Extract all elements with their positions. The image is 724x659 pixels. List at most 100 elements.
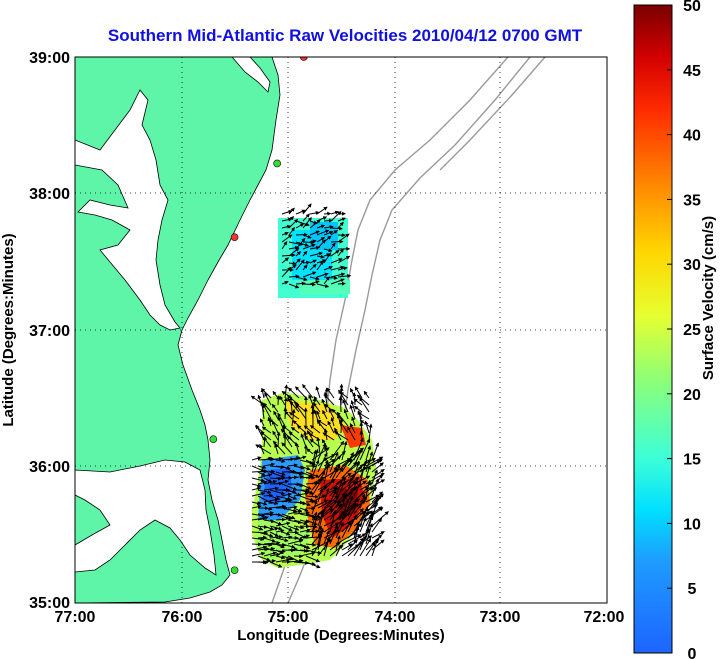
velocity-arrow — [299, 551, 316, 557]
colorbar-tick-label: 25 — [683, 322, 701, 339]
velocity-arrow — [281, 257, 290, 264]
velocity-arrow — [335, 535, 341, 551]
velocity-arrow — [281, 492, 293, 497]
velocity-arrow — [293, 491, 310, 497]
velocity-arrow — [263, 525, 275, 531]
velocity-arrow — [337, 255, 351, 264]
velocity-arrow — [330, 249, 340, 257]
velocity-arrow — [338, 395, 343, 413]
velocity-arrow — [263, 456, 273, 461]
velocity-arrow — [341, 487, 355, 503]
velocity-arrow — [281, 224, 292, 229]
velocity-arrow — [330, 210, 342, 222]
velocity-arrow — [257, 473, 273, 479]
velocity-arrow — [281, 555, 295, 561]
velocity-arrow — [326, 387, 335, 399]
velocity-arrow — [317, 452, 328, 473]
y-tick-label: 37:00 — [29, 323, 70, 340]
velocity-arrow — [330, 258, 343, 264]
velocity-arrow — [281, 266, 292, 278]
velocity-arrow — [343, 408, 349, 420]
velocity-arrow — [364, 420, 370, 434]
velocity-arrow — [371, 469, 378, 485]
x-axis: 77:00 76:00 75:00 74:00 73:00 72:00 Long… — [55, 609, 625, 644]
velocity-arrow — [338, 389, 349, 406]
velocity-arrow — [264, 392, 272, 406]
velocity-arrow — [311, 500, 318, 515]
velocity-arrow — [323, 211, 332, 216]
velocity-arrow — [263, 486, 279, 491]
velocity-arrow — [257, 465, 267, 470]
colorbar-tick-label: 30 — [683, 257, 701, 274]
velocity-arrow — [287, 547, 298, 552]
colorbar-tick-label: 35 — [683, 192, 701, 209]
velocity-arrow — [294, 441, 300, 455]
velocity-arrow — [275, 479, 290, 485]
velocity-arrow — [281, 489, 297, 494]
velocity-arrow — [341, 452, 354, 473]
velocity-arrow — [349, 423, 356, 434]
velocity-arrow — [337, 266, 348, 271]
velocity-arrow — [299, 534, 310, 539]
velocity-arrow — [281, 516, 293, 521]
velocity-arrow — [257, 471, 266, 477]
velocity-arrow — [305, 481, 319, 486]
velocity-arrow — [288, 412, 300, 420]
x-tick-label: 72:00 — [584, 609, 625, 626]
velocity-arrow — [288, 226, 295, 236]
velocity-arrow — [251, 551, 266, 557]
velocity-arrow — [293, 455, 307, 461]
velocity-arrow — [353, 482, 361, 497]
velocity-arrow — [371, 462, 384, 473]
velocity-arrow — [353, 437, 364, 461]
velocity-arrow — [323, 225, 334, 230]
velocity-arrow — [287, 525, 300, 531]
velocity-arrow — [281, 525, 293, 532]
velocity-arrow — [275, 537, 289, 543]
velocity-arrow — [287, 456, 301, 461]
velocity-arrow — [337, 281, 346, 286]
velocity-arrow — [359, 461, 367, 485]
velocity-arrow — [260, 401, 265, 420]
velocity-arrow — [273, 410, 279, 420]
x-tick-label: 73:00 — [480, 609, 521, 626]
velocity-arrow — [281, 483, 298, 491]
velocity-arrow — [295, 258, 301, 264]
velocity-arrow — [287, 558, 304, 563]
colorbar-gradient — [633, 4, 673, 654]
velocity-vectors — [250, 203, 389, 569]
velocity-arrow — [257, 531, 274, 538]
velocity-arrow — [309, 239, 317, 244]
radar-station-marker — [230, 566, 239, 575]
velocity-arrow — [287, 509, 303, 515]
velocity-arrow — [274, 443, 279, 455]
velocity-arrow — [251, 491, 266, 497]
velocity-arrow — [299, 495, 315, 502]
y-tick-label: 39:00 — [29, 50, 70, 67]
velocity-arrow — [299, 528, 311, 533]
velocity-arrow — [305, 555, 321, 563]
velocity-arrow — [287, 539, 304, 545]
velocity-arrow — [251, 465, 265, 472]
velocity-arrow — [263, 462, 276, 467]
velocity-arrow — [263, 527, 279, 533]
x-axis-label: Longitude (Degrees:Minutes) — [237, 627, 445, 644]
velocity-arrow — [261, 426, 272, 434]
velocity-arrow — [269, 535, 283, 540]
velocity-arrow — [302, 217, 312, 229]
velocity-arrow — [263, 511, 275, 515]
velocity-patch-north — [278, 218, 350, 298]
velocity-arrow — [281, 253, 296, 258]
velocity-arrow — [257, 547, 270, 552]
velocity-arrow — [335, 474, 345, 497]
velocity-arrow — [323, 394, 335, 406]
velocity-arrow — [323, 276, 330, 285]
velocity-arrow — [251, 545, 268, 551]
velocity-arrow — [269, 561, 283, 568]
velocity-arrow — [309, 230, 320, 236]
velocity-arrow — [311, 541, 321, 557]
velocity-arrow — [308, 394, 314, 406]
velocity-arrow — [309, 259, 317, 264]
velocity-arrow — [283, 433, 293, 448]
